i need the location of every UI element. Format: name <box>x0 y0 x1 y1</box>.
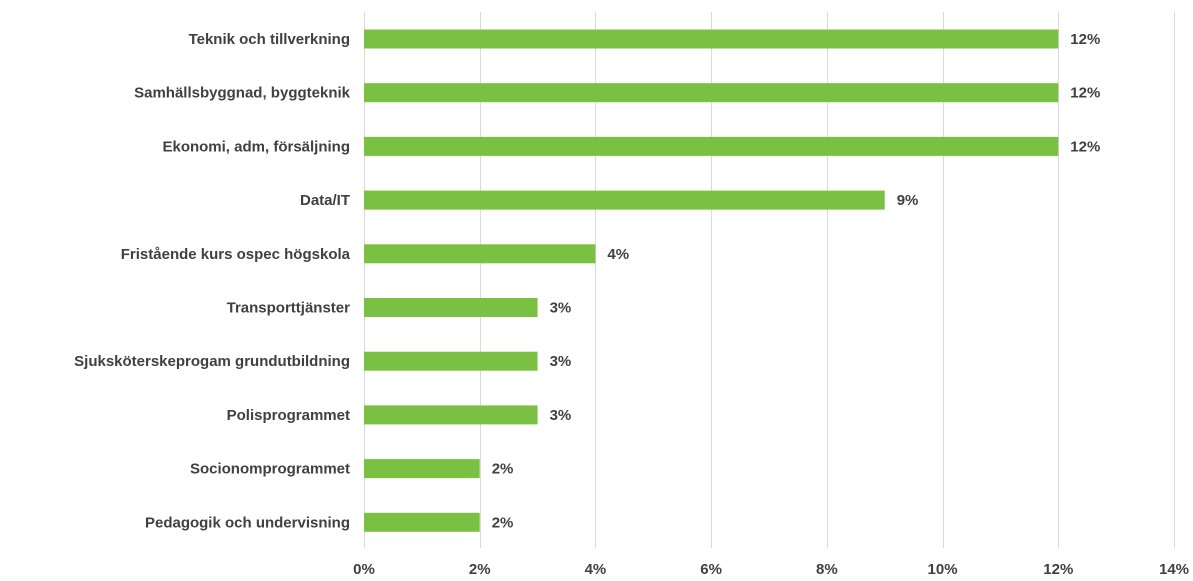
x-axis-ticks: 0% 2% 4% 6% 8% 10% 12% 14% <box>353 561 1189 578</box>
value-label: 2% <box>492 461 514 478</box>
x-tick-label: 0% <box>353 561 375 578</box>
category-label: Samhällsbyggnad, byggteknik <box>134 85 351 102</box>
category-label: Ekonomi, adm, försäljning <box>162 138 350 155</box>
value-label: 2% <box>492 514 514 531</box>
category-label: Socionomprogrammet <box>190 461 350 478</box>
value-label: 12% <box>1070 85 1100 102</box>
bar <box>364 459 480 479</box>
bar <box>364 351 538 371</box>
x-tick-label: 10% <box>928 561 958 578</box>
value-label: 4% <box>607 246 629 263</box>
value-label: 3% <box>550 300 572 317</box>
category-label: Polisprogrammet <box>227 407 350 424</box>
category-label: Teknik och tillverkning <box>189 31 350 48</box>
bar <box>364 136 1059 156</box>
bar <box>364 512 480 532</box>
bar <box>364 29 1059 49</box>
category-label: Sjuksköterskeprogam grundutbildning <box>74 353 350 370</box>
x-tick-label: 14% <box>1159 561 1189 578</box>
bar <box>364 190 885 210</box>
x-tick-label: 4% <box>585 561 607 578</box>
bar <box>364 405 538 425</box>
category-label: Data/IT <box>300 192 350 209</box>
value-label: 3% <box>550 407 572 424</box>
x-tick-label: 12% <box>1043 561 1073 578</box>
bars <box>364 29 1059 532</box>
labels: Teknik och tillverkning 12% Samhällsbyggna… <box>74 31 1100 531</box>
value-label: 3% <box>550 353 572 370</box>
category-label: Fristående kurs ospec högskola <box>121 246 351 263</box>
value-label: 9% <box>897 192 919 209</box>
x-tick-label: 8% <box>816 561 838 578</box>
bar <box>364 83 1059 103</box>
value-label: 12% <box>1070 138 1100 155</box>
value-label: 12% <box>1070 31 1100 48</box>
category-label: Pedagogik och undervisning <box>145 514 350 531</box>
category-label: Transporttjänster <box>227 300 351 317</box>
bar <box>364 244 596 264</box>
bar <box>364 298 538 317</box>
x-tick-label: 6% <box>700 561 722 578</box>
x-tick-label: 2% <box>469 561 491 578</box>
